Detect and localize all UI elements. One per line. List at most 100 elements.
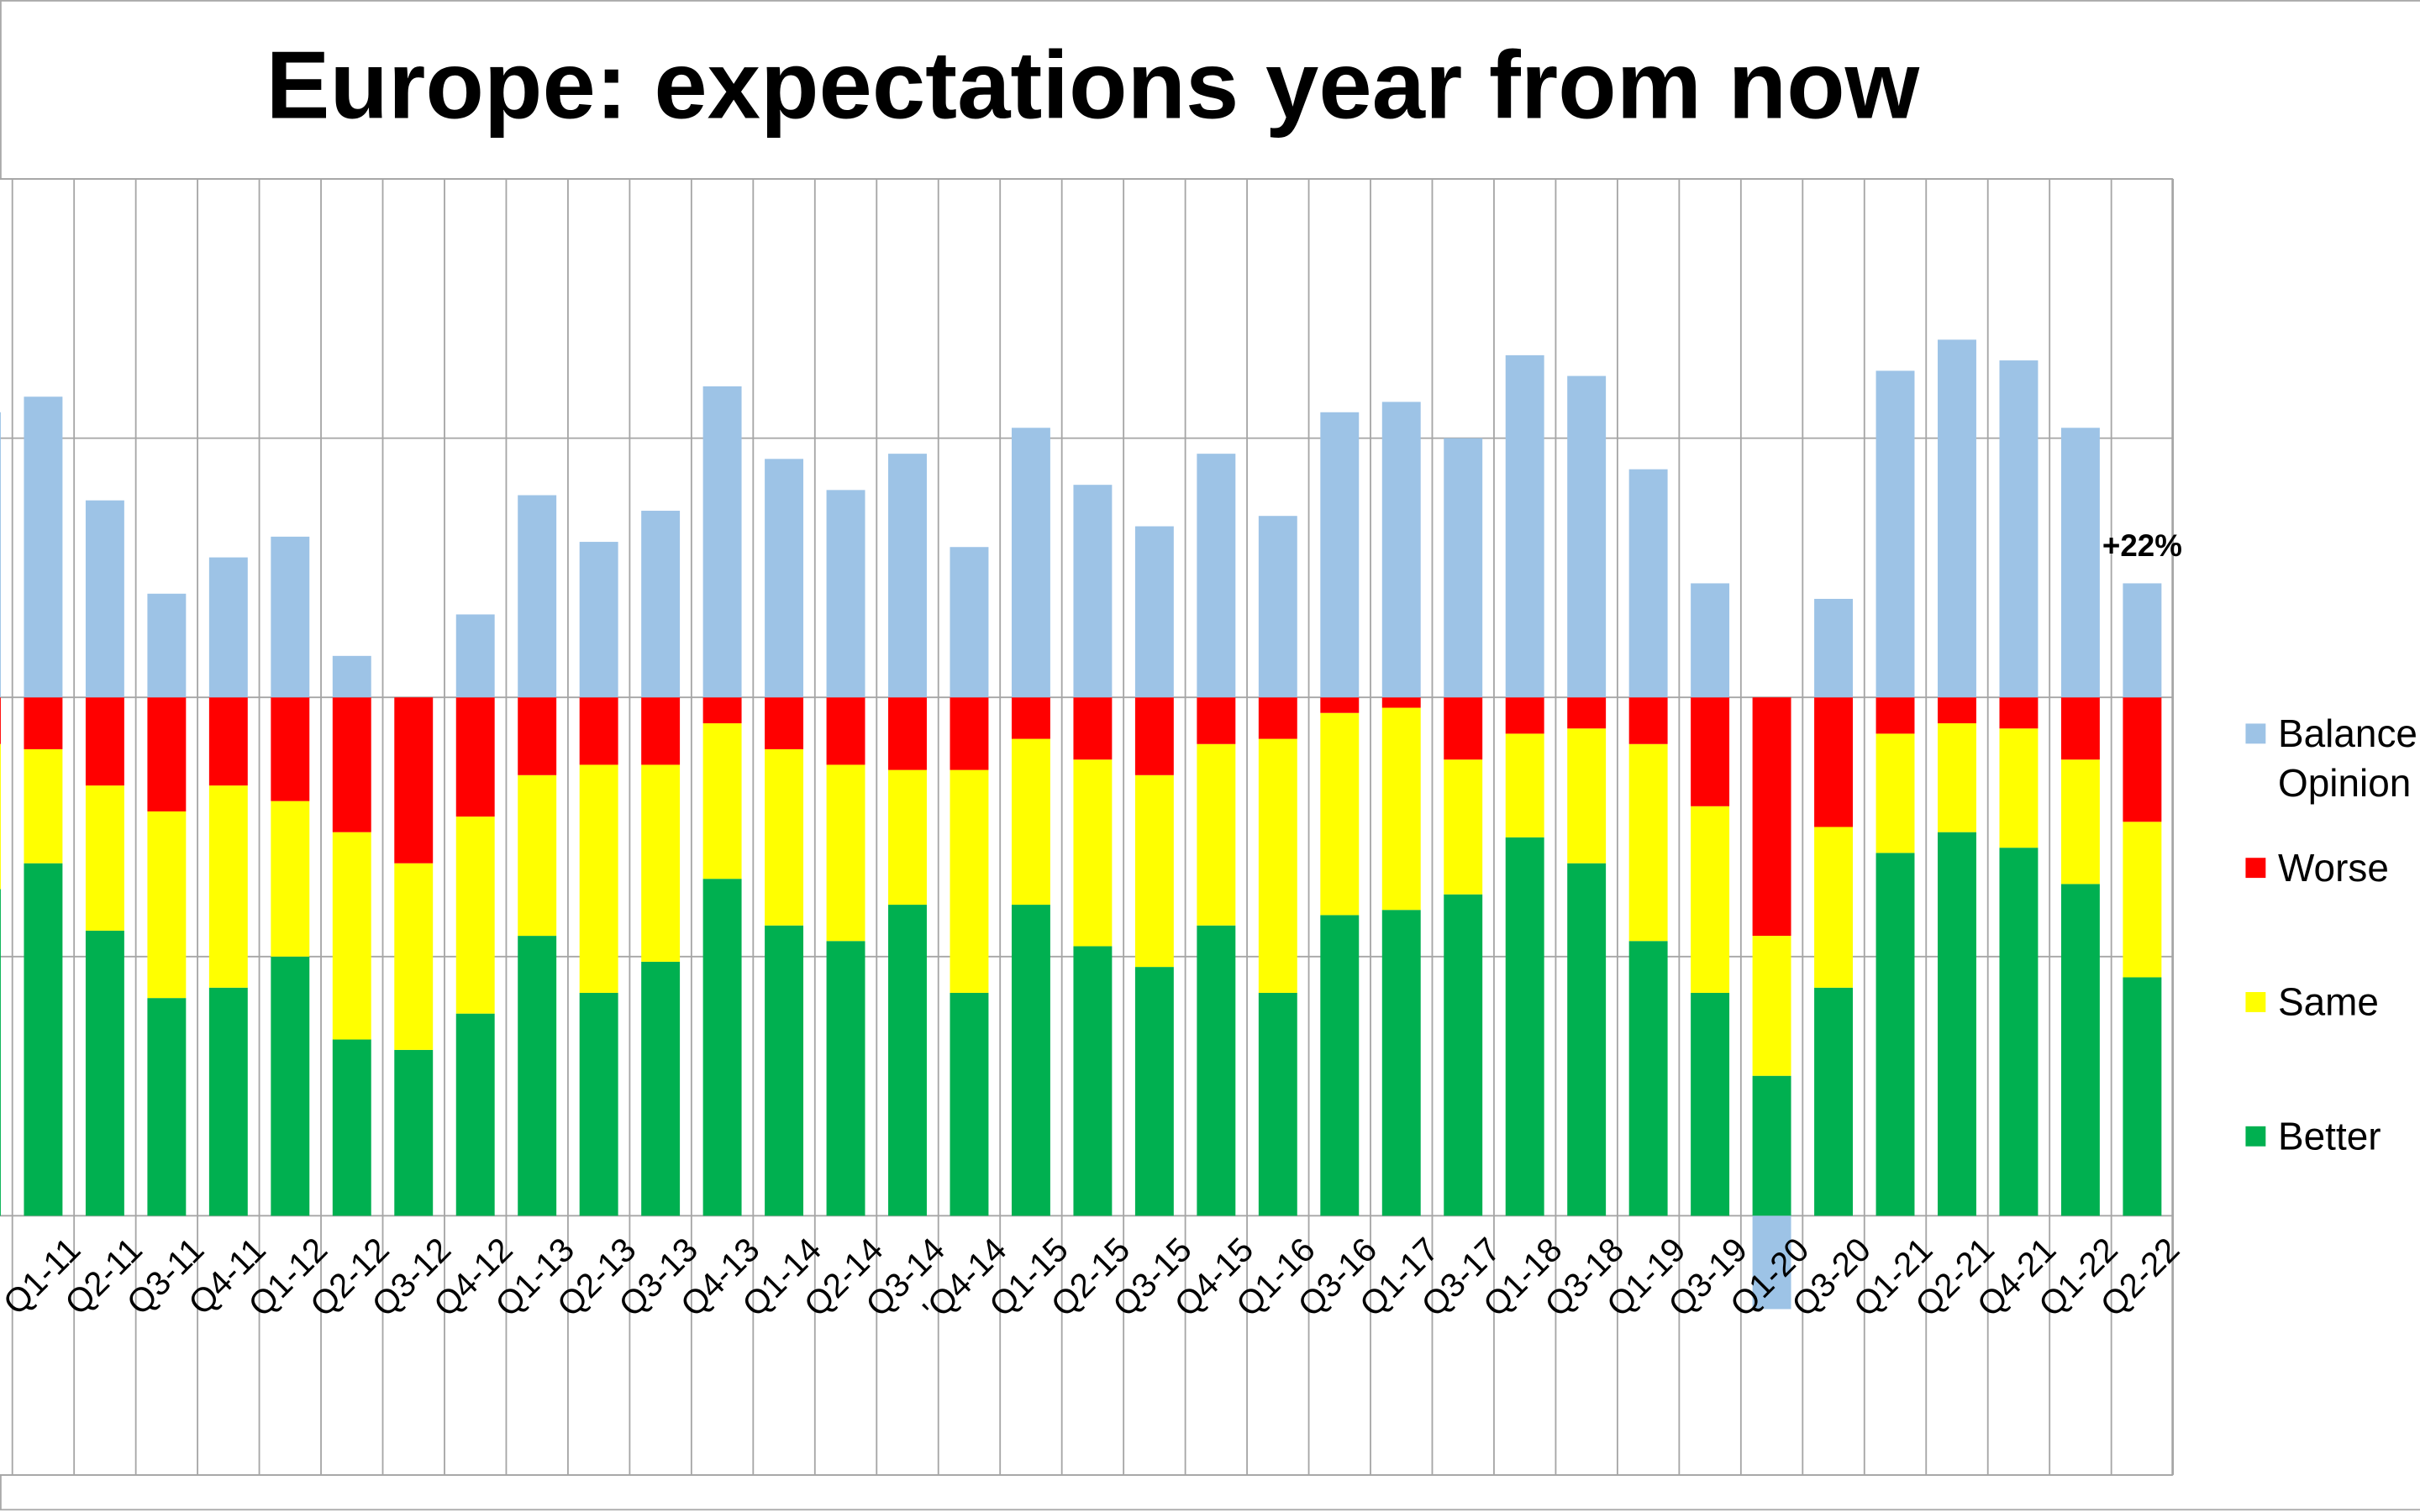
bar-segment	[765, 748, 804, 926]
bar-segment	[1628, 941, 1668, 1216]
legend-swatch	[2245, 858, 2266, 879]
bar-segment	[1628, 697, 1668, 744]
bar-segment	[702, 879, 742, 1216]
bar-segment	[518, 495, 557, 698]
bar-segment	[1814, 598, 1853, 698]
bar-segment	[1381, 707, 1421, 911]
legend-entry: Balance Opinion	[2278, 713, 2417, 806]
bar-segment	[1444, 438, 1483, 698]
bar-segment	[2060, 759, 2100, 885]
bar-segment	[579, 542, 618, 698]
bar-segment	[271, 956, 310, 1216]
bar-segment	[1073, 485, 1113, 698]
bar-segment	[1381, 402, 1421, 698]
bar-segment	[641, 764, 681, 962]
legend-label: Same	[2278, 981, 2379, 1025]
bar-segment	[2123, 697, 2162, 822]
bar-segment	[1814, 987, 1853, 1216]
bar-segment	[1444, 759, 1483, 895]
bar-segment	[0, 412, 1, 698]
bar-segment	[0, 697, 1, 744]
bar-segment	[1567, 697, 1607, 729]
bar-segment	[1814, 697, 1853, 827]
bar-segment	[1999, 360, 2039, 698]
bar-segment	[1381, 910, 1421, 1216]
bar-segment	[208, 697, 248, 786]
bar-segment	[1258, 992, 1297, 1216]
bar-segment	[888, 697, 927, 770]
bar-segment	[85, 930, 124, 1216]
bar-segment	[1567, 375, 1607, 698]
bar-segment	[641, 961, 681, 1216]
bar-segment	[1999, 697, 2039, 729]
bar-segment	[765, 459, 804, 698]
bar-segment	[518, 774, 557, 937]
bar-segment	[1691, 992, 1730, 1216]
data-label: +22%	[2102, 528, 2182, 563]
legend-swatch	[2245, 992, 2266, 1012]
bar-segment	[1197, 697, 1236, 744]
bar-segment	[1320, 915, 1360, 1216]
bar-segment	[641, 697, 681, 765]
bar-segment	[0, 743, 1, 890]
bar-segment	[85, 500, 124, 698]
bar-segment	[950, 769, 989, 993]
bar-segment	[2123, 977, 2162, 1216]
bar-segment	[85, 785, 124, 931]
bar-segment	[1011, 428, 1050, 698]
bar-segment	[1197, 743, 1236, 926]
bar-segment	[1011, 905, 1050, 1216]
bar-segment	[1134, 697, 1174, 775]
bar-segment	[1814, 827, 1853, 988]
bar-segment	[1197, 925, 1236, 1216]
bar-segment	[1691, 806, 1730, 993]
bar-segment	[0, 889, 1, 1216]
bar-segment	[147, 998, 187, 1216]
bar-segment	[394, 697, 434, 864]
bar-segment	[1938, 723, 1976, 832]
bar-segment	[702, 697, 742, 724]
bar-segment	[271, 697, 310, 801]
bar-segment	[394, 863, 434, 1050]
bar-segment	[1876, 853, 1915, 1216]
bar-segment	[332, 697, 371, 832]
bar-segment	[888, 454, 927, 698]
bar-segment	[2123, 583, 2162, 698]
bar-segment	[1258, 516, 1297, 698]
bar-segment	[2060, 697, 2100, 760]
legend-entry: Same	[2278, 981, 2379, 1025]
bar-segment	[1011, 697, 1050, 739]
bar-segment	[455, 697, 495, 817]
bar-segment	[1938, 697, 1976, 724]
bar-segment	[1197, 454, 1236, 698]
legend-swatch	[2245, 1126, 2266, 1147]
bar-segment	[1505, 697, 1544, 734]
bar-segment	[1381, 697, 1421, 708]
bar-segment	[455, 1013, 495, 1216]
bar-segment	[1999, 728, 2039, 848]
bar-segment	[24, 697, 63, 749]
bar-segment	[1752, 936, 1791, 1076]
bar-segment	[1999, 848, 2039, 1216]
bar-segment	[2060, 428, 2100, 698]
bar-segment	[147, 593, 187, 698]
bar-segment	[579, 697, 618, 765]
bar-segment	[24, 748, 63, 864]
bar-segment	[641, 511, 681, 698]
bar-segment	[702, 386, 742, 698]
bar-segment	[826, 697, 865, 765]
bar-segment	[1444, 697, 1483, 760]
legend-entry: Worse	[2278, 847, 2389, 890]
bar-segment	[455, 614, 495, 698]
bar-segment	[208, 785, 248, 988]
bar-segment	[332, 655, 371, 698]
chart-title: Europe: expectations year from now	[266, 32, 1920, 139]
bar-segment	[1073, 697, 1113, 760]
bar-segment	[24, 396, 63, 698]
bar-segment	[147, 697, 187, 811]
bar-segment	[147, 811, 187, 999]
bar-segment	[765, 925, 804, 1216]
bar-segment	[2060, 884, 2100, 1216]
bar-segment	[518, 697, 557, 775]
